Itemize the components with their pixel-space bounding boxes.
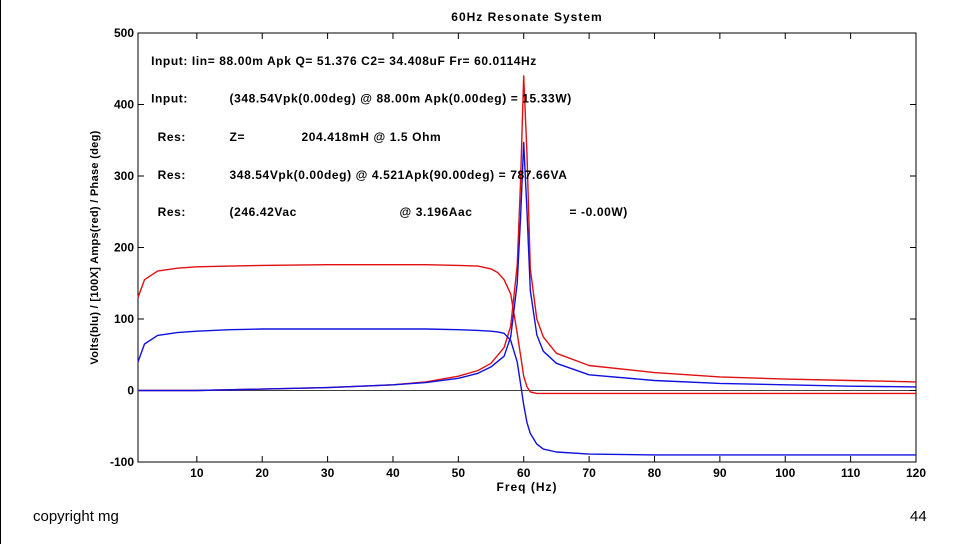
annotation-6: 204.418mH @ 1.5 Ohm — [301, 130, 441, 144]
footer-copyright: copyright mg — [33, 508, 119, 525]
y-tick-label: 200 — [114, 241, 134, 255]
series-line-2 — [138, 75, 917, 392]
annotation-2: Input: — [151, 91, 188, 105]
x-tick-label: 30 — [321, 466, 335, 480]
annotation-5: Z= — [230, 130, 246, 144]
annotation-3: (348.54Vpk(0.00deg) @ 88.00m Apk(0.00deg… — [230, 91, 572, 105]
annotation-12: = -0.00W) — [569, 205, 627, 219]
chart-title: 60Hz Resonate System — [451, 10, 602, 24]
annotation-7: Res: — [158, 168, 186, 182]
x-tick-label: 20 — [256, 466, 270, 480]
x-tick-label: 40 — [386, 466, 400, 480]
footer-page-number: 44 — [910, 508, 927, 525]
x-tick-label: 100 — [775, 466, 795, 480]
x-axis-label: Freq (Hz) — [497, 480, 558, 494]
y-tick-label: 500 — [114, 26, 134, 40]
x-tick-label: 70 — [582, 466, 596, 480]
annotation-10: (246.42Vac — [230, 205, 297, 219]
x-tick-label: 120 — [906, 466, 926, 480]
x-tick-label: 50 — [452, 466, 466, 480]
series-line-4 — [138, 141, 917, 392]
annotation-1: Input: Iin= 88.00m Apk Q= 51.376 C2= 34.… — [151, 54, 537, 68]
x-tick-label: 10 — [190, 466, 204, 480]
x-tick-label: 90 — [713, 466, 727, 480]
y-tick-label: 300 — [114, 169, 134, 183]
series-line-3 — [137, 328, 916, 456]
x-tick-label: 80 — [648, 466, 662, 480]
y-axis-label: Volts(blu) / [100X] Amps(red) / Phase (d… — [89, 130, 101, 364]
annotation-4: Res: — [158, 130, 186, 144]
annotation-9: Res: — [158, 205, 186, 219]
annotation-8: 348.54Vpk(0.00deg) @ 4.521Apk(90.00deg) … — [230, 168, 568, 182]
x-tick-label: 110 — [841, 466, 861, 480]
y-tick-label: -100 — [110, 455, 134, 469]
y-tick-label: 0 — [127, 384, 134, 398]
annotation-11: @ 3.196Aac — [400, 205, 473, 219]
slide-border — [0, 0, 1, 544]
y-tick-label: 400 — [114, 98, 134, 112]
x-tick-label: 60 — [517, 466, 531, 480]
y-tick-label: 100 — [114, 312, 134, 326]
series-line-1 — [137, 264, 916, 395]
